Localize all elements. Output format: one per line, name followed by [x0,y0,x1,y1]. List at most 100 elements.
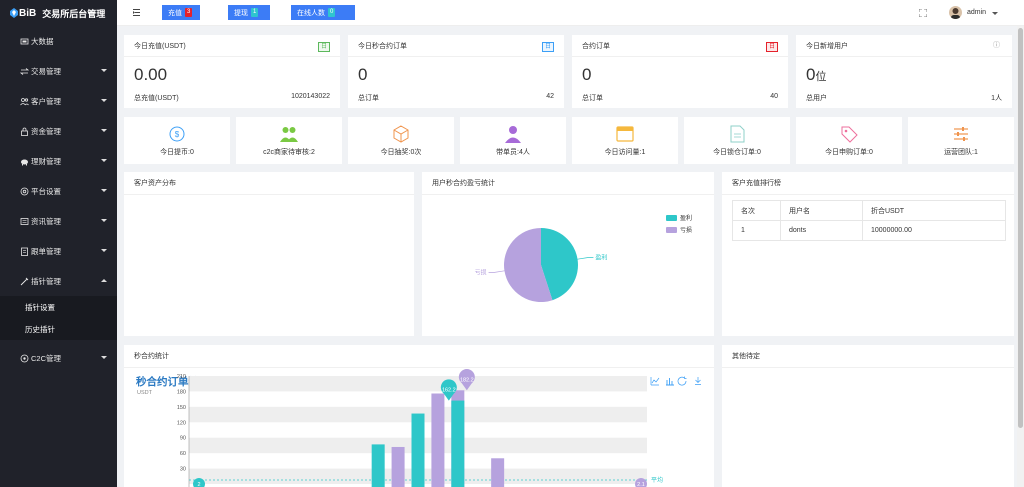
document-icon [728,125,746,143]
header-button-1[interactable]: 提现 1 [228,5,270,20]
submenu-item-1[interactable]: 历史插针 [25,324,55,334]
pie-slice-0[interactable] [541,228,578,301]
sidebar-item-label: 理财管理 [31,156,61,166]
bar-profit-11[interactable] [411,413,425,487]
svg-text:$: $ [175,130,180,139]
max-marker-label: 182.2 [460,377,474,383]
stat-title: 合约订单 [582,42,610,50]
legend-item-loss[interactable]: 亏损 [666,225,692,234]
lock-icon [20,127,29,136]
line-chart-icon[interactable] [650,377,660,386]
submenu-item-0[interactable]: 插针设置 [25,302,55,312]
bar-loss-12[interactable] [431,393,445,487]
sidebar-item-6[interactable]: 资讯管理 [0,206,117,236]
person-icon [504,125,522,143]
stat-title: 今日充值(USDT) [134,42,186,50]
quick-card-5[interactable]: 今日锁仓订单:0 [684,117,790,164]
y-tick-label: 90 [180,436,186,442]
menu-toggle-icon[interactable] [133,9,140,16]
page-scrollbar[interactable] [1017,26,1024,487]
quick-card-0[interactable]: $ 今日提币:0 [124,117,230,164]
sidebar-item-4[interactable]: 理财管理 [0,146,117,176]
bar-profit-13[interactable] [451,400,465,487]
chevron-down-icon[interactable] [992,12,998,15]
stat-value-number: 0 [582,65,592,84]
asset-distribution-panel: 客户资产分布 [124,172,414,336]
quick-label: 今日申购订单:0 [796,147,902,157]
stat-foot-label: 总订单 [582,95,603,102]
chevron-down-icon [101,189,107,192]
count-badge: 3 [185,8,193,17]
quick-card-4[interactable]: 今日访问量:1 [572,117,678,164]
stat-unit: 位 [815,71,827,83]
sidebar-item-label: 客户管理 [31,96,61,106]
sidebar-item-8[interactable]: 插针管理 [0,266,117,296]
quick-label-text: 带单员: [496,149,520,156]
info-icon: ⓘ [993,42,1000,49]
header-button-2[interactable]: 在线人数 0 [291,5,355,20]
news-icon [20,217,29,226]
period-tag: 日 [317,42,330,52]
table-header-cell: 名次 [732,200,781,221]
user-name[interactable]: admin [967,9,987,16]
quick-label: c2c商家待审核:2 [236,147,342,157]
quick-label: 今日抽奖:0次 [348,147,454,157]
pie-slice-1[interactable] [504,228,553,302]
panel-title: 客户充值排行榜 [722,172,1014,195]
y-tick-label: 210 [177,374,186,380]
max-marker-pin[interactable] [458,369,475,391]
edge-marker[interactable] [635,478,647,487]
stat-card-header: 今日充值(USDT) 日 [124,35,340,57]
piggy-bank-icon [20,157,29,166]
header-button-0[interactable]: 充值 3 [162,5,200,20]
header-button-label: 提现 [234,9,248,17]
download-icon[interactable] [695,377,701,385]
edge-marker-label: 2 [197,482,200,487]
header-button-label: 在线人数 [297,9,325,17]
bar-loss-10[interactable] [391,446,405,487]
pie-label-line [577,257,594,260]
quick-card-1[interactable]: c2c商家待审核:2 [236,117,342,164]
quick-value: 1 [974,149,978,156]
quick-card-3[interactable]: 带单员:4人 [460,117,566,164]
fullscreen-icon[interactable] [919,9,927,17]
stat-foot-value: 1人 [991,95,1002,102]
quick-card-7[interactable]: 运营团队:1 [908,117,1014,164]
sidebar-item-1[interactable]: 交易管理 [0,56,117,86]
legend-label: 亏损 [680,228,693,234]
logo[interactable]: BiB 交易所后台管理 [0,0,117,26]
max-marker-pin[interactable] [440,379,457,401]
panel-title: 客户资产分布 [124,172,414,195]
sidebar-item-label: 交易管理 [31,66,61,76]
header-button-label: 充值 [168,9,182,17]
panel-title: 秒合约统计 [124,345,714,368]
bar-loss-15[interactable] [491,458,505,487]
table-header-cell: 折合USDT [862,200,1006,221]
stat-title: 今日新增用户 [806,42,848,50]
sidebar-item-3[interactable]: 资金管理 [0,116,117,146]
sidebar-item-7[interactable]: 跟单管理 [0,236,117,266]
stat-card-3: 今日新增用户 ⓘ 0位 总用户 1人 [796,35,1012,108]
avatar[interactable] [949,6,962,19]
sidebar-item-2[interactable]: 客户管理 [0,86,117,116]
pie-label-line [488,270,505,273]
quick-value: 1 [641,149,646,156]
sidebar-item-5[interactable]: 平台设置 [0,176,117,206]
bar-profit-9[interactable] [371,444,385,487]
sidebar-item-0[interactable]: 大数据 [0,26,117,56]
exchange-icon [20,67,29,76]
pie-label: 盈利 [595,254,607,262]
quick-label: 今日访问量:1 [572,147,678,157]
refresh-icon[interactable] [677,376,687,386]
bar-chart-icon[interactable] [666,378,674,386]
quick-card-6[interactable]: 今日申购订单:0 [796,117,902,164]
sidebar-item-c2c[interactable]: C2C管理 [0,343,117,373]
quick-value: 0 [757,149,761,156]
quick-label-text: 今日锁仓订单: [713,149,758,156]
legend-label: 盈利 [680,216,693,222]
edge-marker[interactable] [193,478,205,487]
scrollbar-thumb[interactable] [1018,28,1023,428]
quick-card-2[interactable]: 今日抽奖:0次 [348,117,454,164]
y-tick-label: 60 [180,451,186,457]
legend-item-profit[interactable]: 盈利 [666,213,692,222]
